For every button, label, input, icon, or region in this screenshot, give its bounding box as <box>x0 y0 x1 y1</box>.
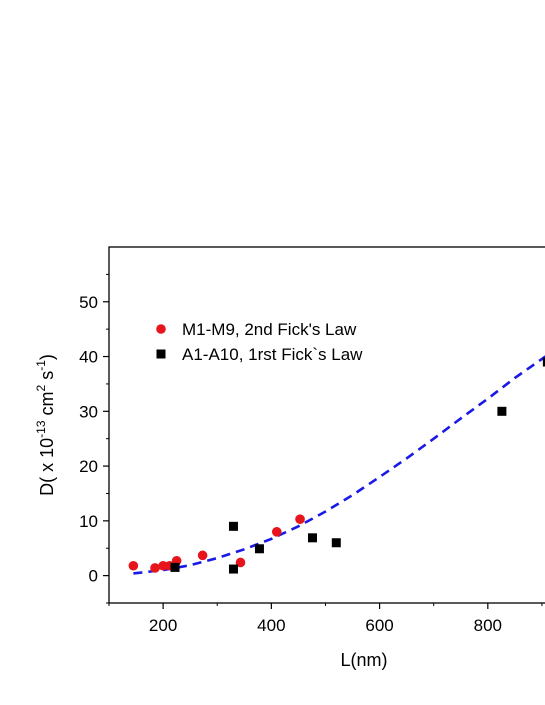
circle-point <box>295 514 305 525</box>
legend-circle-marker <box>156 324 166 334</box>
square-point <box>228 564 238 574</box>
legend: M1-M9, 2nd Fick's Law A1-A10, 1rst Fick`s… <box>156 320 363 364</box>
square-point <box>307 533 317 543</box>
circle-point <box>150 563 160 573</box>
legend-square-marker <box>156 349 166 359</box>
y-label-suffix: ) <box>37 354 57 360</box>
circle-point <box>271 527 282 537</box>
y-label-exp3: -1 <box>34 360 48 371</box>
data-points <box>128 357 545 574</box>
y-axis-label: D( x 10-13 cm2 s-1) <box>34 354 57 496</box>
x-tick-label: 200 <box>149 616 177 635</box>
y-tick-label: 40 <box>79 348 98 367</box>
circle-point <box>197 550 208 561</box>
circle-point <box>235 557 246 568</box>
circle-point <box>128 560 139 571</box>
y-tick-label: 30 <box>79 402 98 421</box>
axes: 200 400 600 800 0 10 20 30 40 50 <box>79 273 543 635</box>
y-label-exp2: 2 <box>34 385 48 392</box>
square-point <box>228 521 238 531</box>
square-point <box>331 538 341 548</box>
y-label-mid: cm <box>37 392 57 421</box>
y-tick-label: 10 <box>79 512 98 531</box>
x-axis-label: L(nm) <box>340 650 387 670</box>
square-point <box>497 406 507 416</box>
x-tick-label: 400 <box>257 616 285 635</box>
x-tick-label: 800 <box>474 616 502 635</box>
square-point <box>542 357 545 367</box>
y-label-prefix: D( x 10 <box>37 438 57 496</box>
legend-label: M1-M9, 2nd Fick's Law <box>182 320 357 339</box>
svg-text:D( x 10-13 cm2 s-1): D( x 10-13 cm2 s-1) <box>34 354 57 496</box>
legend-label: A1-A10, 1rst Fick`s Law <box>182 345 363 364</box>
square-point <box>254 544 264 554</box>
y-tick-label: 50 <box>79 293 98 312</box>
x-tick-label: 600 <box>365 616 393 635</box>
y-tick-label: 0 <box>89 567 98 586</box>
y-label-exp1: -13 <box>34 420 48 438</box>
y-tick-label: 20 <box>79 457 98 476</box>
plot-frame <box>108 246 545 604</box>
y-label-mid2: s <box>37 371 57 385</box>
square-point <box>170 562 180 572</box>
